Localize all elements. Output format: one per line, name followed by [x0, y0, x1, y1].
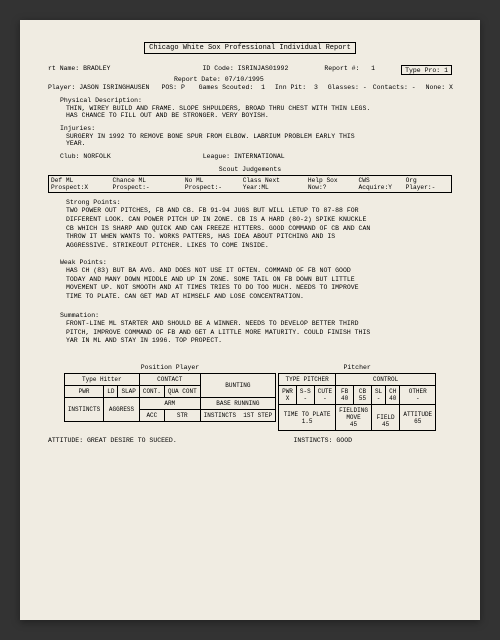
footer-row: ATTITUDE: GREAT DESIRE TO SUCEED. INSTIN… — [48, 437, 452, 444]
phys-text-1: THIN, WIREY BUILD AND FRAME. SLOPE SHPUL… — [66, 105, 452, 112]
tables-area: Position Player Type Hitter CONTACT BUNT… — [48, 364, 452, 431]
weak-2: TODAY AND MANY DOWN MIDDLE AND UP IN ZON… — [66, 276, 452, 285]
reportnum-lbl: Report #: — [324, 65, 359, 72]
hdr-row-2: Report Date: 07/10/1995 — [48, 76, 452, 83]
idcode-lbl: ID Code: — [203, 65, 234, 72]
inj-lbl: Injuries: — [60, 125, 452, 132]
strong-4: THROW IT WHEN WANTS TO. WORKS PATTERS, H… — [66, 233, 452, 242]
attitude-lbl: ATTITUDE: — [48, 437, 83, 444]
typepro-box: Type Pro: 1 — [401, 65, 452, 75]
instincts-lbl: INSTINCTS: — [293, 437, 332, 444]
reportnum: 1 — [371, 65, 375, 72]
reportdate-lbl: Report Date: — [174, 76, 221, 83]
pitcher-block: Pitcher TYPE PITCHER CONTROL PWRX S-S- C… — [278, 364, 436, 431]
scout-title: Scout Judgements — [48, 166, 452, 173]
sum-3: YAR IN ML AND STAY IN 1996. TOP PROPECT. — [66, 337, 452, 346]
strong-lbl: Strong Points: — [66, 199, 452, 206]
weak-3: MOVEMENT UP. NOT SMOOTH AND AT TIMES TRI… — [66, 284, 452, 293]
club-row: Club: NORFOLK League: INTERNATIONAL — [48, 153, 452, 160]
report-page: Chicago White Sox Professional Individua… — [20, 20, 480, 620]
reportdate: 07/10/1995 — [225, 76, 264, 83]
strong-2: DIFFERENT LOOK. CAN POWER PITCH UP IN ZO… — [66, 216, 452, 225]
rtname: BRADLEY — [83, 65, 110, 72]
weak-lbl: Weak Points: — [60, 259, 452, 266]
sum-1: FRONT-LINE ML STARTER AND SHOULD BE A WI… — [66, 320, 452, 329]
idcode: ISRINJAS01992 — [238, 65, 289, 72]
inj-text-1: SURGERY IN 1992 TO REMOVE BONE SPUR FROM… — [66, 133, 452, 140]
hitter-table: Type Hitter CONTACT BUNTING PWR LD SLAP … — [64, 373, 276, 422]
player-lbl: Player: — [48, 84, 75, 91]
inj-text-2: YEAR. — [66, 140, 452, 147]
pos-player-title: Position Player — [64, 364, 276, 371]
pitcher-table: TYPE PITCHER CONTROL PWRX S-S- CUTE- FB4… — [278, 373, 436, 431]
sum-lbl: Summation: — [60, 312, 452, 319]
judgement-box: Def ML Prospect:X Chance ML Prospect:- N… — [48, 175, 452, 193]
phys-lbl: Physical Description: — [60, 97, 452, 104]
rtname-lbl: rt Name: — [48, 65, 79, 72]
position-player-block: Position Player Type Hitter CONTACT BUNT… — [64, 364, 276, 431]
instincts-val: GOOD — [336, 437, 352, 444]
weak-1: HAS CH (83) BUT BA AVG. AND DOES NOT USE… — [66, 267, 452, 276]
hdr-row-3: Player: JASON ISRINGHAUSEN POS: P Games … — [48, 84, 452, 91]
pitcher-title: Pitcher — [278, 364, 436, 371]
phys-text-2: HAS CHANCE TO FILL OUT AND BE STRONGER. … — [66, 112, 452, 119]
weak-4: TIME TO PLATE. CAN GET MAD AT HIMSELF AN… — [66, 293, 452, 302]
attitude-val: GREAT DESIRE TO SUCEED. — [87, 437, 177, 444]
hdr-row-1: rt Name: BRADLEY ID Code: ISRINJAS01992 … — [48, 65, 452, 75]
strong-3: CB WHICH IS SHARP AND QUICK AND CAN FREE… — [66, 225, 452, 234]
strong-5: AGGRESSIVE. STRIKEOUT PITCHER. LIKES TO … — [66, 242, 452, 251]
sum-2: PITCH, IMPROVE COMMAND OF FB AND GET A L… — [66, 329, 452, 338]
player: JASON ISRINGHAUSEN — [79, 84, 149, 91]
strong-1: TWO POWER OUT PITCHES, FB AND CB. FB 91-… — [66, 207, 452, 216]
title-row: Chicago White Sox Professional Individua… — [48, 42, 452, 64]
report-title: Chicago White Sox Professional Individua… — [144, 42, 356, 54]
